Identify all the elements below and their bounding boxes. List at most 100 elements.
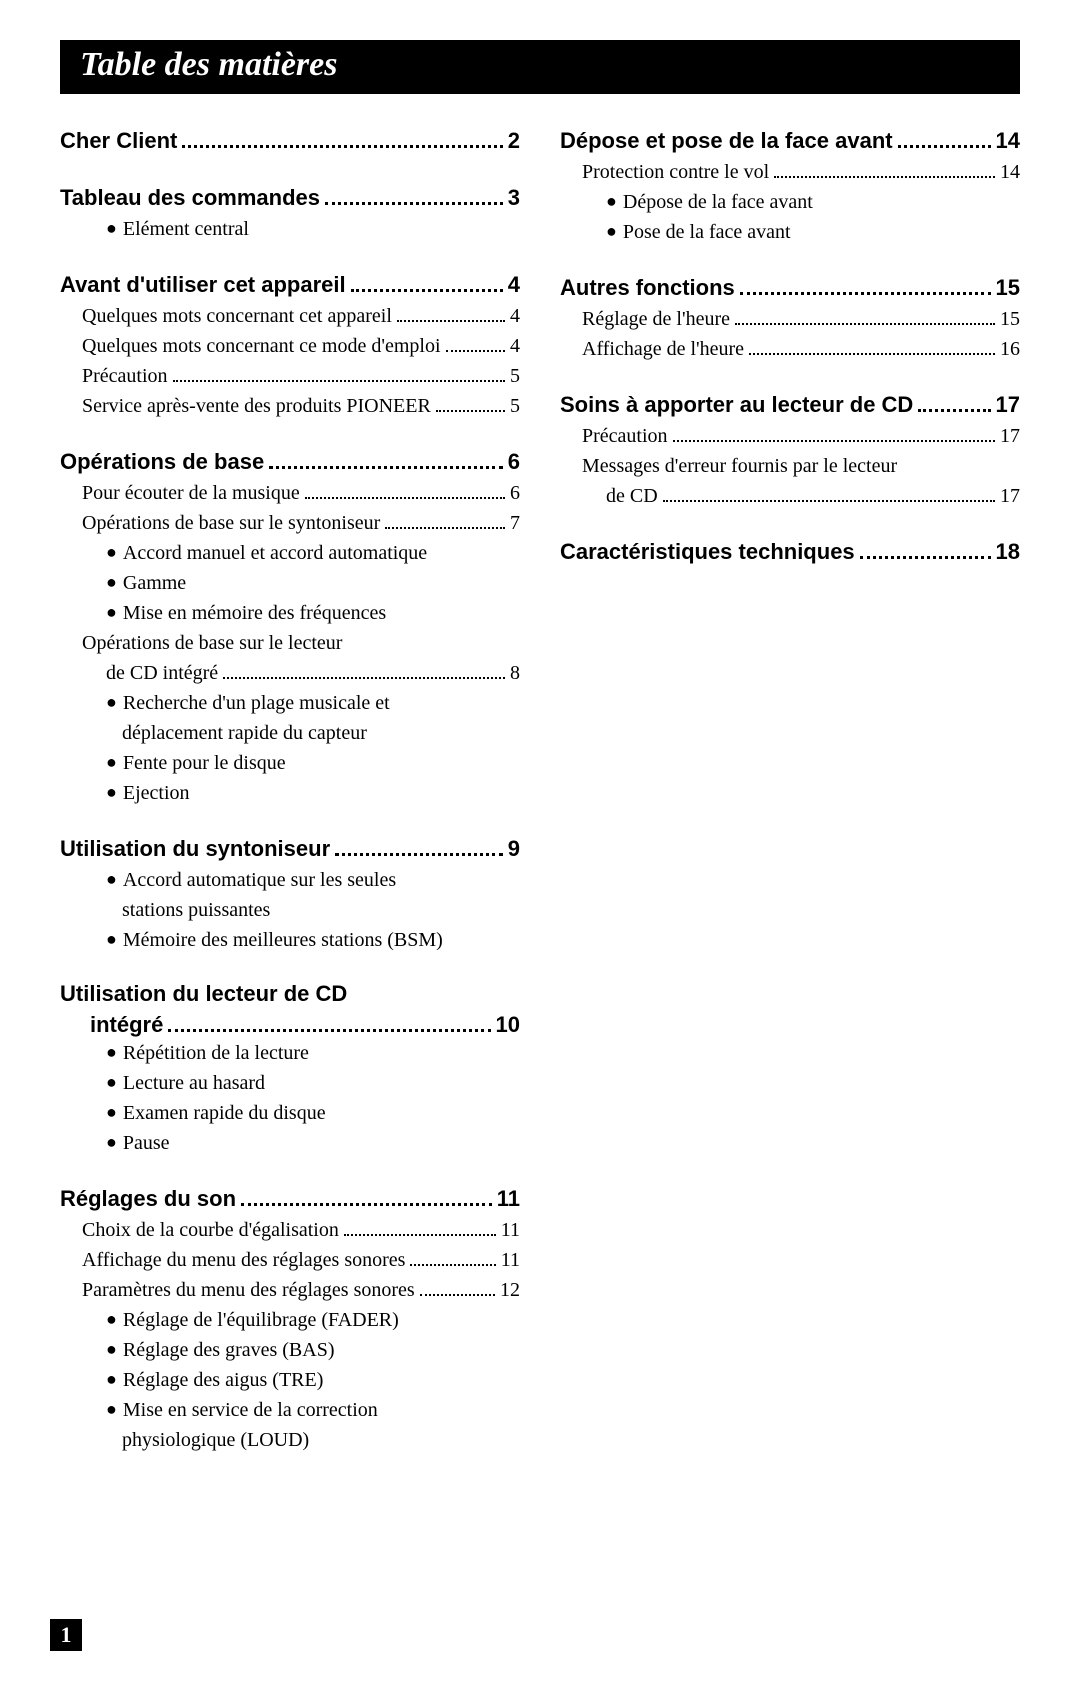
- toc-section: Dépose et pose de la face avant14Protect…: [560, 124, 1020, 247]
- toc-subentry: Affichage de l'heure 16: [560, 334, 1020, 364]
- toc-leader-dots: [325, 188, 503, 205]
- toc-sub-page: 15: [1000, 304, 1020, 334]
- toc-leader-dots: [740, 278, 991, 295]
- toc-subentry: Protection contre le vol14: [560, 157, 1020, 187]
- toc-subentry-cont: de CD intégré8: [60, 658, 520, 688]
- toc-subentry: Pour écouter de la musique6: [60, 478, 520, 508]
- toc-heading: Soins à apporter au lecteur de CD17: [560, 388, 1020, 421]
- toc-heading-page: 2: [508, 124, 520, 157]
- toc-heading-label: Utilisation du syntoniseur: [60, 832, 330, 865]
- toc-leader-dots: [918, 395, 990, 412]
- toc-sub-page: 5: [510, 361, 520, 391]
- toc-leader-dots: [860, 542, 991, 559]
- toc-heading-label: Tableau des commandes: [60, 181, 320, 214]
- toc-subentry: Messages d'erreur fournis par le lecteur: [560, 451, 1020, 481]
- bullet-icon: ●: [106, 926, 117, 953]
- toc-bullet-label: Répétition de la lecture: [123, 1038, 309, 1068]
- toc-section: Tableau des commandes3●Elément central: [60, 181, 520, 244]
- toc-sub-label: Opérations de base sur le lecteur: [60, 628, 342, 658]
- toc-bullet-label: Pause: [123, 1128, 170, 1158]
- toc-leader-dots: [241, 1188, 492, 1205]
- toc-sub-page: 14: [1000, 157, 1020, 187]
- toc-subentry: Précaution17: [560, 421, 1020, 451]
- toc-subentry: Quelques mots concernant cet appareil4: [60, 301, 520, 331]
- toc-bullet: ●Examen rapide du disque: [60, 1098, 520, 1128]
- toc-heading-label: Caractéristiques techniques: [560, 535, 855, 568]
- toc-leader-dots: [269, 452, 503, 469]
- toc-subentry: Réglage de l'heure 15: [560, 304, 1020, 334]
- toc-subentry-cont: de CD 17: [560, 481, 1020, 511]
- toc-heading-page: 6: [508, 445, 520, 478]
- toc-sub-label: Réglage de l'heure: [560, 304, 730, 334]
- toc-sub-label: Service après-vente des produits PIONEER: [60, 391, 431, 421]
- bullet-icon: ●: [106, 1306, 117, 1333]
- toc-leader-dots: [673, 426, 995, 442]
- toc-bullet-label: Réglage des aigus (TRE): [123, 1365, 324, 1395]
- toc-sub-page: 6: [510, 478, 520, 508]
- toc-bullet: ●Elément central: [60, 214, 520, 244]
- toc-sub-page: 16: [1000, 334, 1020, 364]
- bullet-icon: ●: [106, 749, 117, 776]
- toc-section: Avant d'utiliser cet appareil4Quelques m…: [60, 268, 520, 421]
- toc-leader-dots: [397, 306, 505, 322]
- toc-bullet: ●Lecture au hasard: [60, 1068, 520, 1098]
- bullet-icon: ●: [106, 215, 117, 242]
- toc-section: Cher Client 2: [60, 124, 520, 157]
- toc-leader-dots: [182, 131, 502, 148]
- toc-heading-page: 15: [996, 271, 1020, 304]
- toc-bullet-label: Réglage des graves (BAS): [123, 1335, 335, 1365]
- bullet-icon: ●: [106, 866, 117, 893]
- bullet-icon: ●: [106, 539, 117, 566]
- toc-heading-label: Soins à apporter au lecteur de CD: [560, 388, 913, 421]
- bullet-icon: ●: [106, 1069, 117, 1096]
- toc-bullet: ●Pose de la face avant: [560, 217, 1020, 247]
- toc-bullet-label: Réglage de l'équilibrage (FADER): [123, 1305, 399, 1335]
- toc-bullet-label: Ejection: [123, 778, 190, 808]
- toc-sub-label: Paramètres du menu des réglages sonores: [60, 1275, 415, 1305]
- toc-heading: Utilisation du syntoniseur9: [60, 832, 520, 865]
- bullet-icon: ●: [606, 188, 617, 215]
- toc-sub-label: de CD intégré: [60, 658, 218, 688]
- toc-bullet: ●Gamme: [60, 568, 520, 598]
- bullet-icon: ●: [106, 1129, 117, 1156]
- toc-bullet: ●Recherche d'un plage musicale et: [60, 688, 520, 718]
- bullet-icon: ●: [106, 569, 117, 596]
- toc-heading: Utilisation du lecteur de CD: [60, 979, 520, 1010]
- toc-leader-dots: [436, 396, 505, 412]
- toc-sub-label: Affichage du menu des réglages sonores: [60, 1245, 405, 1275]
- right-column: Dépose et pose de la face avant14Protect…: [560, 124, 1020, 1479]
- toc-leader-dots: [223, 663, 505, 679]
- toc-sub-page: 11: [501, 1215, 520, 1245]
- bullet-icon: ●: [106, 599, 117, 626]
- toc-sub-label: Affichage de l'heure: [560, 334, 744, 364]
- toc-sub-label: de CD: [560, 481, 658, 511]
- toc-subentry: Quelques mots concernant ce mode d'emplo…: [60, 331, 520, 361]
- toc-heading: Autres fonctions15: [560, 271, 1020, 304]
- toc-sub-page: 5: [510, 391, 520, 421]
- page-number: 1: [50, 1619, 82, 1651]
- toc-bullet-label: Mise en service de la correction: [123, 1395, 378, 1425]
- toc-sub-page: 17: [1000, 481, 1020, 511]
- toc-bullet: ●Accord manuel et accord automatique: [60, 538, 520, 568]
- toc-bullet: ●Réglage de l'équilibrage (FADER): [60, 1305, 520, 1335]
- toc-heading: Tableau des commandes3: [60, 181, 520, 214]
- toc-leader-dots: [173, 366, 505, 382]
- toc-bullet-label: Mise en mémoire des fréquences: [123, 598, 386, 628]
- toc-bullet-label: Accord automatique sur les seules: [123, 865, 396, 895]
- toc-heading-cont: intégré 10: [60, 1012, 520, 1038]
- toc-bullet-label: Fente pour le disque: [123, 748, 286, 778]
- document-page: Table des matières Cher Client2Tableau d…: [0, 0, 1080, 1691]
- bullet-icon: ●: [106, 1336, 117, 1363]
- toc-heading-label: intégré: [90, 1012, 163, 1038]
- toc-sub-label: Choix de la courbe d'égalisation: [60, 1215, 339, 1245]
- toc-heading-label: Cher Client: [60, 124, 177, 157]
- toc-bullet-cont: déplacement rapide du capteur: [60, 718, 520, 748]
- toc-sub-page: 4: [510, 301, 520, 331]
- toc-heading-page: 10: [496, 1012, 520, 1038]
- toc-bullet: ●Ejection: [60, 778, 520, 808]
- toc-bullet-label: Dépose de la face avant: [623, 187, 813, 217]
- bullet-icon: ●: [106, 1396, 117, 1423]
- toc-sub-label: Quelques mots concernant ce mode d'emplo…: [60, 331, 441, 361]
- bullet-icon: ●: [106, 689, 117, 716]
- toc-leader-dots: [774, 162, 995, 178]
